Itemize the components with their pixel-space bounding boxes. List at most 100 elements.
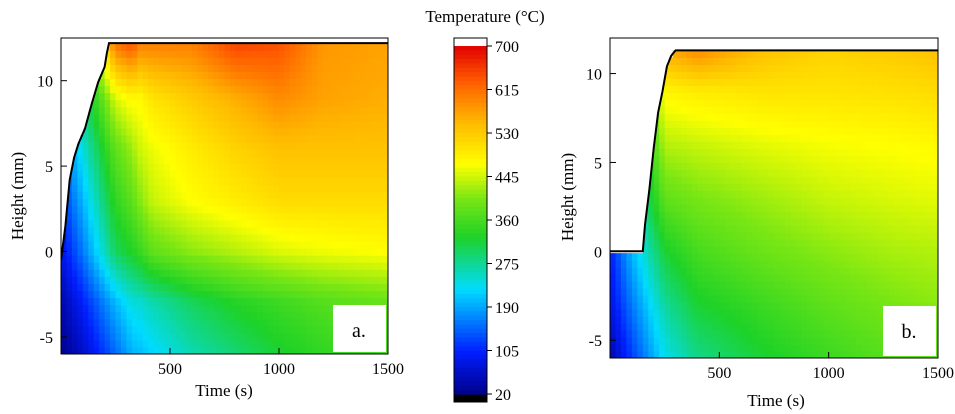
heatmap-cell xyxy=(153,170,160,178)
heatmap-cell xyxy=(142,290,149,299)
heatmap-cell xyxy=(126,219,133,228)
heatmap-cell xyxy=(735,204,742,212)
heatmap-cell xyxy=(648,190,655,198)
heatmap-cell xyxy=(801,197,808,205)
heatmap-cell xyxy=(284,170,291,178)
heatmap-cell xyxy=(670,190,677,198)
heatmap-cell xyxy=(637,309,644,317)
heatmap-cell xyxy=(648,274,655,282)
heatmap-cell xyxy=(806,190,813,198)
y-tick-label: 10 xyxy=(37,74,53,91)
heatmap-cell xyxy=(328,57,335,65)
heatmap-cell xyxy=(741,183,748,191)
heatmap-cell xyxy=(126,255,133,263)
heatmap-cell xyxy=(99,85,106,94)
heatmap-cell xyxy=(137,106,144,115)
heatmap-cell xyxy=(812,260,819,268)
heatmap-cell xyxy=(708,337,715,345)
heatmap-cell xyxy=(877,246,884,254)
heatmap-cell xyxy=(219,50,226,58)
heatmap-cell xyxy=(126,332,133,341)
heatmap-cell xyxy=(708,218,715,226)
heatmap-cell xyxy=(877,232,884,240)
heatmap-cell xyxy=(828,141,835,149)
heatmap-cell xyxy=(246,177,253,186)
heatmap-cell xyxy=(932,190,938,198)
heatmap-cell xyxy=(300,127,307,136)
heatmap-cell xyxy=(377,290,384,299)
heatmap-cell xyxy=(219,85,226,94)
heatmap-cell xyxy=(115,120,122,129)
heatmap-cell xyxy=(289,106,296,115)
heatmap-cell xyxy=(719,351,726,358)
heatmap-cell xyxy=(899,64,906,73)
heatmap-cell xyxy=(61,339,68,348)
heatmap-cell xyxy=(322,325,329,334)
heatmap-cell xyxy=(894,239,901,247)
heatmap-cell xyxy=(126,269,133,277)
heatmap-cell xyxy=(126,191,133,200)
heatmap-cell xyxy=(888,155,895,163)
heatmap-cell xyxy=(883,197,890,205)
heatmap-cell xyxy=(610,316,617,324)
heatmap-cell xyxy=(366,262,373,270)
heatmap-cell xyxy=(61,311,68,320)
heatmap-cell xyxy=(240,106,247,115)
heatmap-cell xyxy=(208,262,215,270)
heatmap-cell xyxy=(801,281,808,289)
heatmap-cell xyxy=(322,304,329,313)
heatmap-cell xyxy=(795,225,802,233)
heatmap-cell xyxy=(180,142,187,150)
heatmap-cell xyxy=(670,309,677,317)
heatmap-cell xyxy=(322,134,329,143)
colorbar-segment xyxy=(454,237,487,243)
heatmap-cell xyxy=(861,316,868,324)
heatmap-cell xyxy=(88,134,95,143)
heatmap-cell xyxy=(883,302,890,310)
heatmap-cell xyxy=(268,332,275,341)
heatmap-cell xyxy=(246,92,253,101)
heatmap-cell xyxy=(338,248,345,256)
heatmap-cell xyxy=(306,339,313,348)
heatmap-cell xyxy=(905,204,912,212)
heatmap-cell xyxy=(213,226,220,235)
heatmap-cell xyxy=(823,120,830,128)
heatmap-cell xyxy=(328,156,335,164)
colorbar: Temperature (°C) 70061553044536027519010… xyxy=(425,7,544,404)
heatmap-cell xyxy=(697,120,704,128)
heatmap-cell xyxy=(289,325,296,334)
heatmap-cell xyxy=(648,204,655,212)
heatmap-cell xyxy=(790,281,797,289)
heatmap-cell xyxy=(142,311,149,320)
heatmap-cell xyxy=(910,141,917,149)
heatmap-cell xyxy=(273,64,280,72)
heatmap-cell xyxy=(932,71,938,79)
heatmap-cell xyxy=(273,92,280,101)
heatmap-cell xyxy=(817,316,824,324)
heatmap-cell xyxy=(675,281,682,289)
heatmap-cell xyxy=(763,162,770,170)
heatmap-cell xyxy=(899,71,906,79)
heatmap-cell xyxy=(344,43,351,51)
heatmap-cell xyxy=(328,127,335,136)
heatmap-cell xyxy=(702,148,709,156)
heatmap-cell xyxy=(191,78,198,87)
heatmap-cell xyxy=(812,337,819,345)
heatmap-cell xyxy=(899,232,906,240)
heatmap-cell xyxy=(366,163,373,171)
heatmap-cell xyxy=(681,351,688,358)
heatmap-cell xyxy=(697,141,704,149)
heatmap-cell xyxy=(295,311,302,320)
heatmap-cell xyxy=(713,148,720,156)
heatmap-cell xyxy=(675,197,682,205)
heatmap-cell xyxy=(191,149,198,157)
heatmap-cell xyxy=(371,57,378,65)
heatmap-cell xyxy=(675,190,682,198)
heatmap-cell xyxy=(905,85,912,93)
heatmap-cell xyxy=(757,204,764,212)
heatmap-cell xyxy=(768,351,775,358)
heatmap-cell xyxy=(741,141,748,149)
heatmap-cell xyxy=(219,255,226,263)
heatmap-cell xyxy=(208,134,215,143)
heatmap-cell xyxy=(229,212,236,221)
